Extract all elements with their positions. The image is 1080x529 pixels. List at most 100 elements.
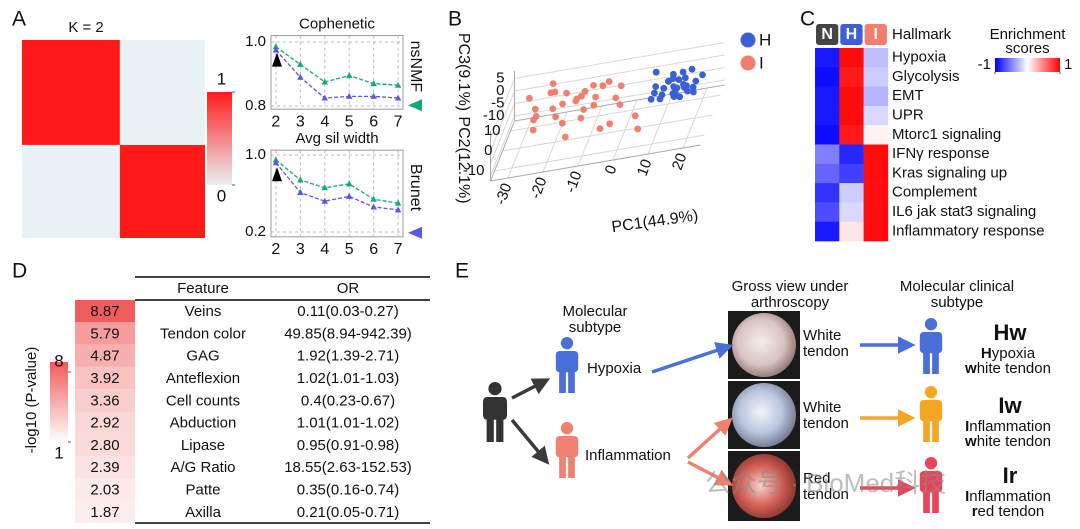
y-tick-label: 1.0 — [245, 33, 266, 50]
x-tick-label: 3 — [296, 241, 305, 258]
p-value: 4.87 — [90, 348, 119, 365]
heatmap-cell — [815, 105, 840, 126]
scope-view — [732, 383, 796, 447]
subtype-code: Hw — [994, 320, 1028, 345]
x-tick-label: 5 — [345, 113, 354, 130]
scatter-point — [680, 84, 688, 91]
p-value-cell — [75, 344, 135, 367]
person-head — [924, 386, 938, 399]
heatmap-cell — [863, 221, 889, 242]
person-icon — [555, 337, 579, 393]
odds-ratio: 1.92(1.39-2.71) — [297, 348, 400, 365]
feature: Tendon color — [160, 325, 246, 342]
heatmap-cell — [815, 144, 840, 165]
p-value-cell — [75, 456, 135, 479]
scatter-point — [531, 105, 539, 113]
scatter-point — [580, 106, 587, 113]
person-head — [924, 318, 938, 331]
row-label: Complement — [892, 184, 978, 201]
scatter-point — [679, 68, 687, 76]
p-value-cell — [75, 500, 135, 523]
series-point — [394, 94, 402, 101]
scatter-point — [590, 101, 598, 109]
p-value: 2.39 — [90, 459, 119, 476]
p-value: 3.92 — [90, 370, 119, 387]
subtype-code: Iw — [998, 393, 1022, 418]
scatter-point — [561, 133, 569, 141]
y-tick-label: 0.2 — [245, 223, 266, 240]
diagram-header: Molecular clinical — [900, 278, 1014, 295]
feature: GAG — [186, 348, 219, 365]
odds-ratio: 0.95(0.91-0.98) — [297, 437, 400, 454]
arrow — [686, 417, 733, 460]
scatter-point — [688, 65, 696, 73]
person-leg — [559, 452, 566, 478]
series-point — [321, 94, 328, 101]
x-tick-label: 2 — [271, 241, 280, 258]
column-header: H — [846, 26, 858, 43]
legend-marker — [740, 55, 756, 71]
scatter-point — [670, 70, 677, 78]
x-tick-label: -30 — [492, 181, 515, 207]
arrow — [651, 342, 734, 374]
scatter-point — [549, 105, 557, 113]
heatmap-cell — [815, 48, 840, 68]
series-point — [346, 192, 353, 199]
heatmap-cell — [839, 144, 864, 165]
person-leg — [568, 367, 575, 393]
heatmap-cell — [863, 125, 889, 145]
series-point — [346, 180, 353, 187]
p-value-cell — [75, 389, 135, 412]
column-header: N — [821, 26, 833, 43]
person-head — [560, 337, 574, 350]
person-icon — [919, 386, 943, 442]
heatmap-cell — [839, 105, 864, 126]
series-point — [346, 72, 353, 79]
heatmap-cell — [839, 221, 864, 242]
legend-label: I — [759, 53, 764, 72]
person-leg — [932, 487, 939, 513]
scatter-point — [647, 95, 655, 103]
x-tick-label: 7 — [394, 113, 403, 130]
panel-label: E — [455, 260, 469, 283]
x-tick-label: 0 — [602, 163, 621, 177]
grid-line — [494, 134, 705, 172]
scatter-point — [547, 89, 555, 97]
column-header: I — [874, 26, 878, 43]
heatmap-cell — [839, 125, 864, 145]
scatter-point — [652, 68, 660, 76]
heatmap-cell — [815, 202, 840, 222]
scatter-point — [634, 125, 642, 133]
heatmap-cell — [839, 86, 864, 107]
z-tick-label: 5 — [496, 69, 504, 86]
feature: A/G Ratio — [170, 459, 235, 476]
feature: Anteflexion — [166, 370, 240, 387]
feature: Abduction — [170, 415, 237, 432]
heatmap-cell — [839, 163, 864, 184]
scatter-point — [660, 84, 668, 92]
heatmap-cell — [815, 86, 840, 107]
series-line — [275, 162, 399, 211]
p-value-cell — [75, 322, 135, 345]
heatmap-cell — [839, 48, 864, 68]
scatter-point — [616, 101, 624, 108]
view-label: tendon — [803, 486, 849, 503]
column-header-box — [816, 24, 839, 45]
scatter-point — [559, 100, 566, 108]
series-point — [370, 203, 377, 210]
legend-label: Brunet — [407, 164, 424, 212]
x-tick-label: 4 — [320, 113, 329, 130]
arrow — [687, 460, 734, 486]
y-axis-title: PC2(12.1%) — [455, 116, 472, 203]
annotation-marker — [272, 52, 282, 67]
colorbar-label: 1 — [217, 69, 226, 88]
x-tick-label: 20 — [669, 151, 691, 172]
heatmap-cell — [863, 48, 889, 68]
scatter-point — [631, 112, 639, 120]
series-point — [370, 92, 377, 99]
scatter-point — [552, 113, 559, 121]
colorbar — [207, 92, 232, 185]
heatmap-title: K = 2 — [68, 19, 103, 36]
row-label: Hypoxia — [892, 49, 947, 66]
scatter-point — [652, 83, 660, 90]
